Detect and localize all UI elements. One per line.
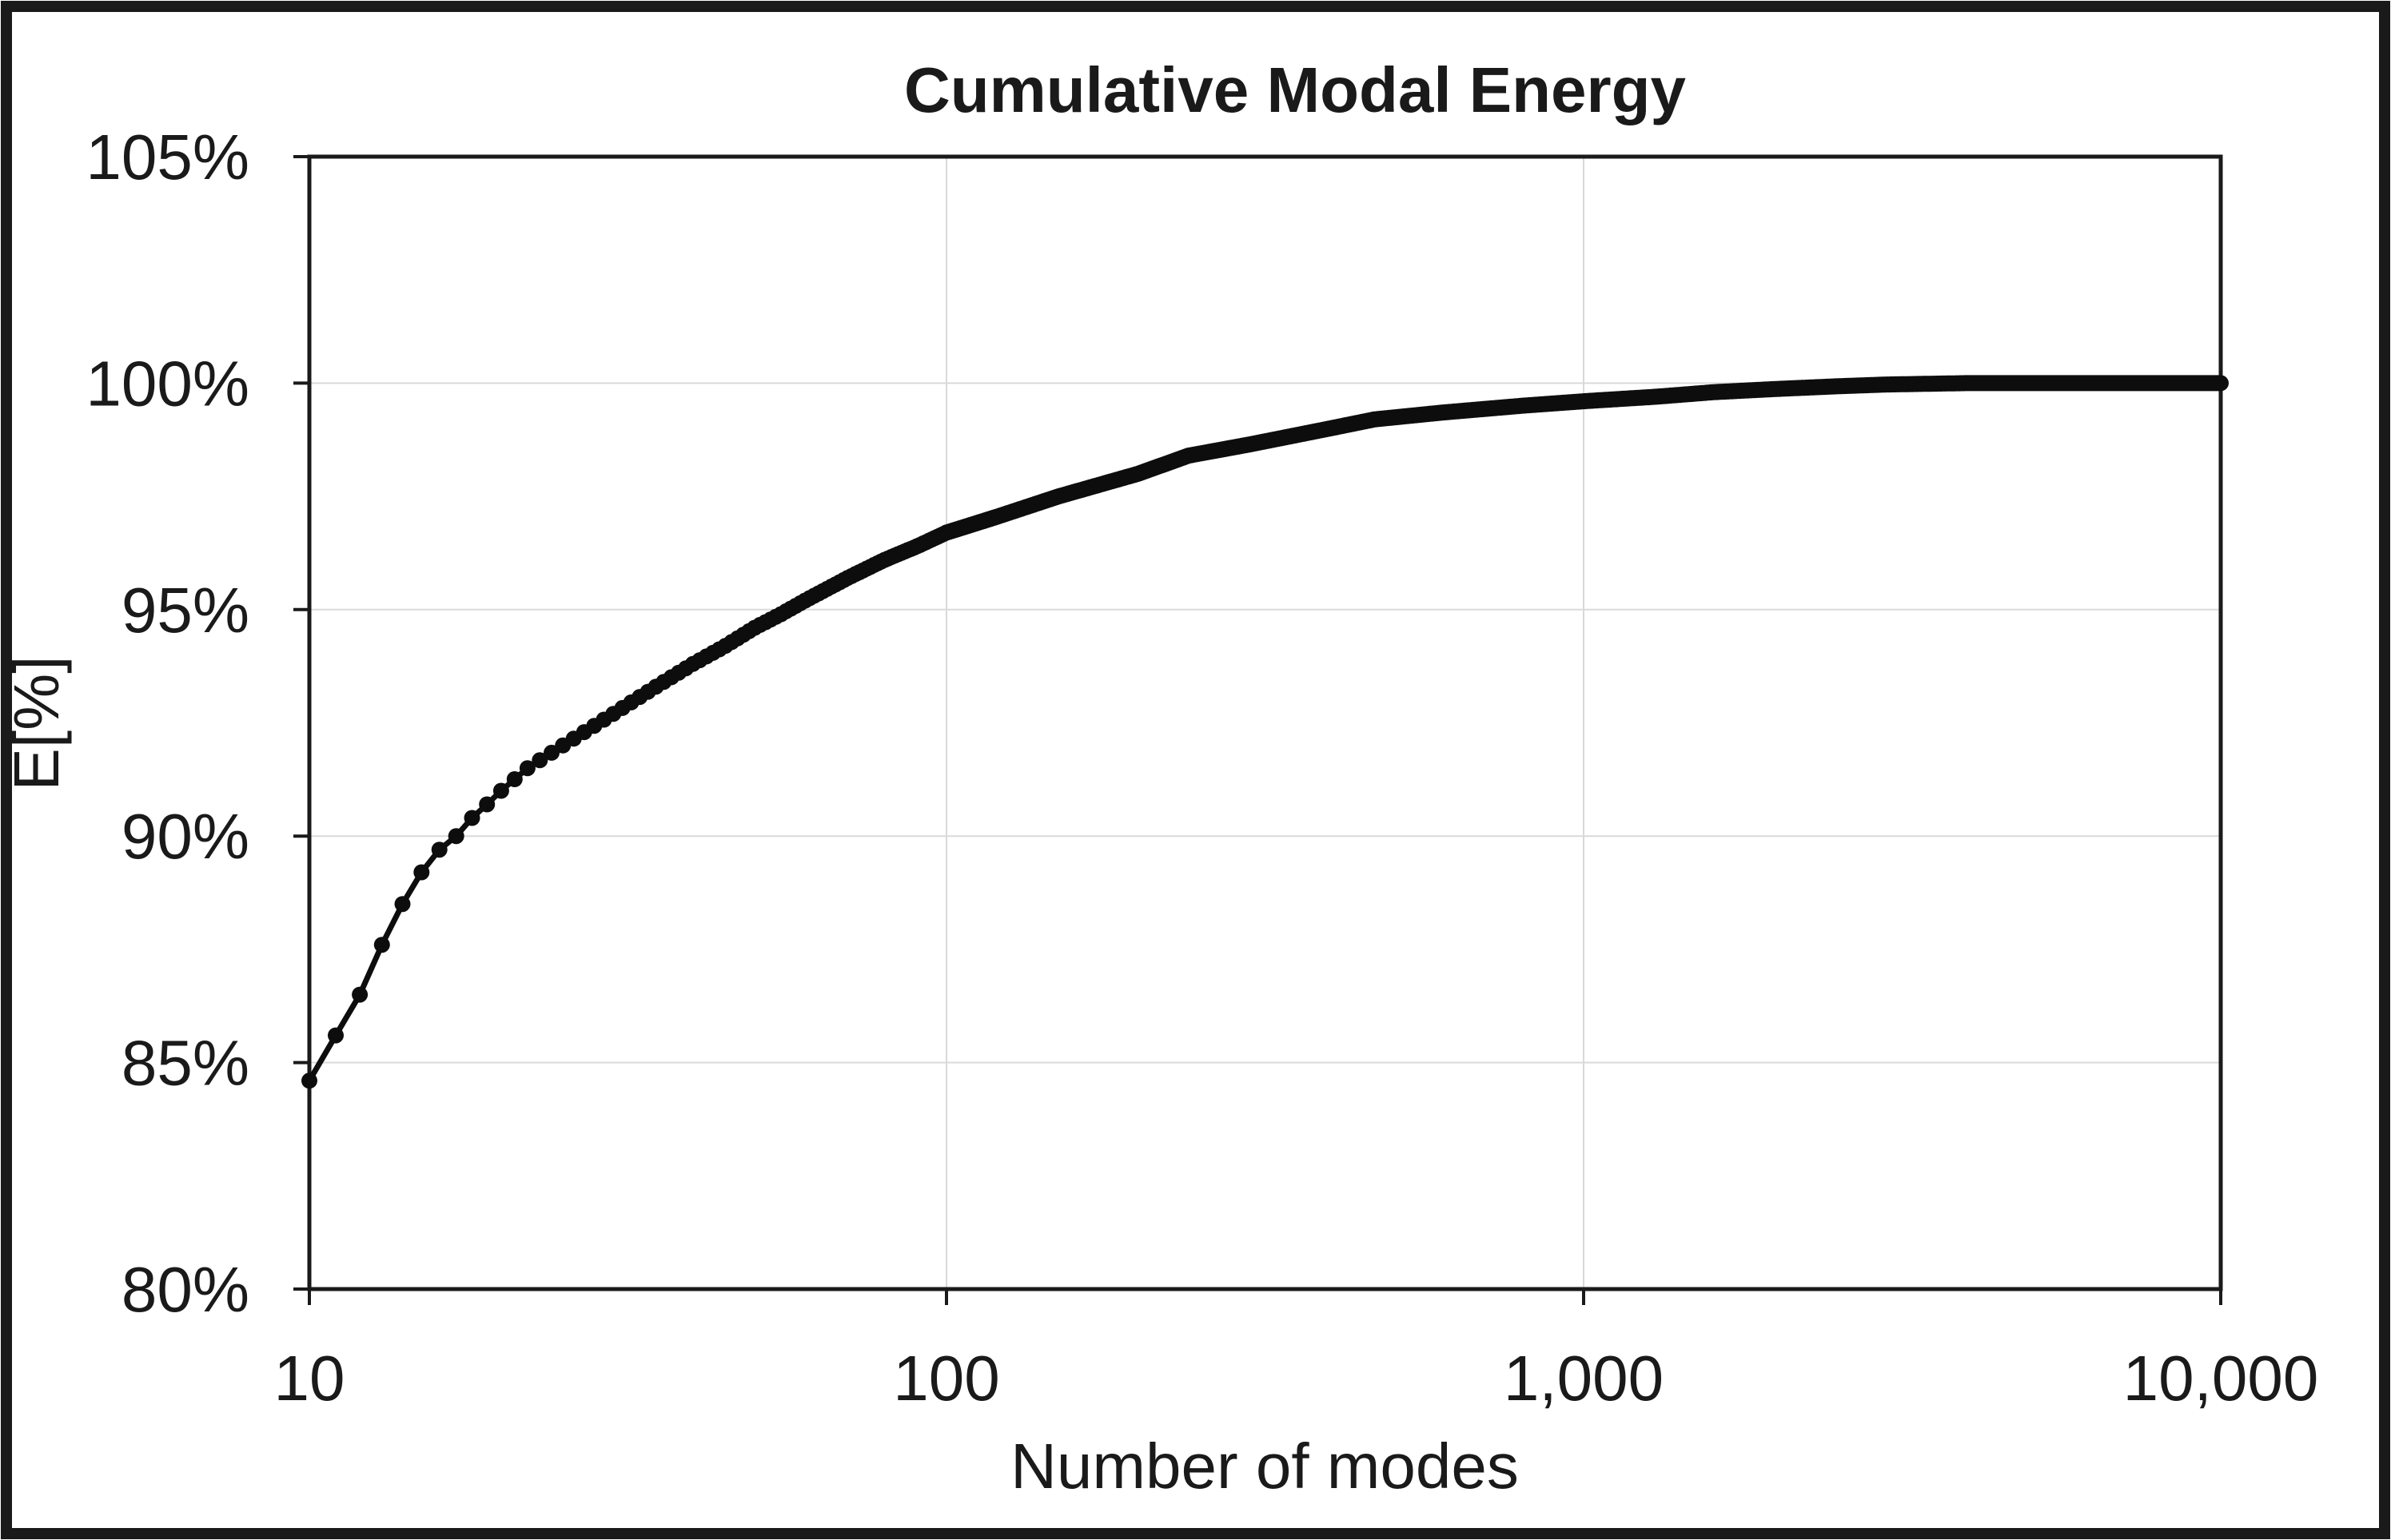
x-axis-title: Number of modes	[1010, 1431, 1519, 1502]
y-tick-label: 80%	[122, 1254, 249, 1325]
energy-curve	[301, 375, 2229, 1089]
x-tick-label: 10,000	[2123, 1343, 2319, 1414]
y-tick-label: 95%	[122, 575, 249, 646]
x-tick-label: 100	[893, 1343, 999, 1414]
data-point-marker	[373, 937, 390, 953]
energy-curve-band	[938, 375, 2229, 541]
plot-area-border	[307, 154, 2223, 1291]
data-point-marker	[464, 810, 480, 826]
tick-labels: 80% 85% 90% 95% 100% 105% 10 100 1,000 10,000	[86, 121, 2318, 1414]
data-point-marker	[519, 760, 536, 777]
data-point-marker	[394, 896, 411, 913]
data-point-marker	[352, 986, 369, 1003]
y-axis-title: E[%]	[1, 656, 72, 791]
y-tick-label: 100%	[86, 348, 249, 419]
data-point-marker	[413, 864, 430, 881]
data-point-marker	[328, 1027, 344, 1044]
y-tick-label: 90%	[122, 801, 249, 872]
x-tick-label: 1,000	[1504, 1343, 1664, 1414]
data-point-marker	[532, 752, 548, 769]
y-tick-label: 105%	[86, 121, 249, 193]
data-point-marker	[479, 796, 496, 813]
axis-ticks	[293, 155, 2222, 1305]
chart-title: Cumulative Modal Energy	[904, 54, 1686, 125]
data-point-marker	[431, 842, 448, 858]
data-point-marker	[506, 771, 523, 787]
data-point-marker	[492, 782, 509, 799]
y-tick-label: 85%	[122, 1028, 249, 1099]
x-tick-label: 10	[274, 1343, 345, 1414]
data-point-marker	[986, 509, 1003, 526]
energy-curve-markers	[301, 509, 1003, 1089]
data-point-marker	[301, 1072, 317, 1089]
data-point-marker	[448, 828, 464, 845]
data-point-marker	[544, 744, 560, 761]
